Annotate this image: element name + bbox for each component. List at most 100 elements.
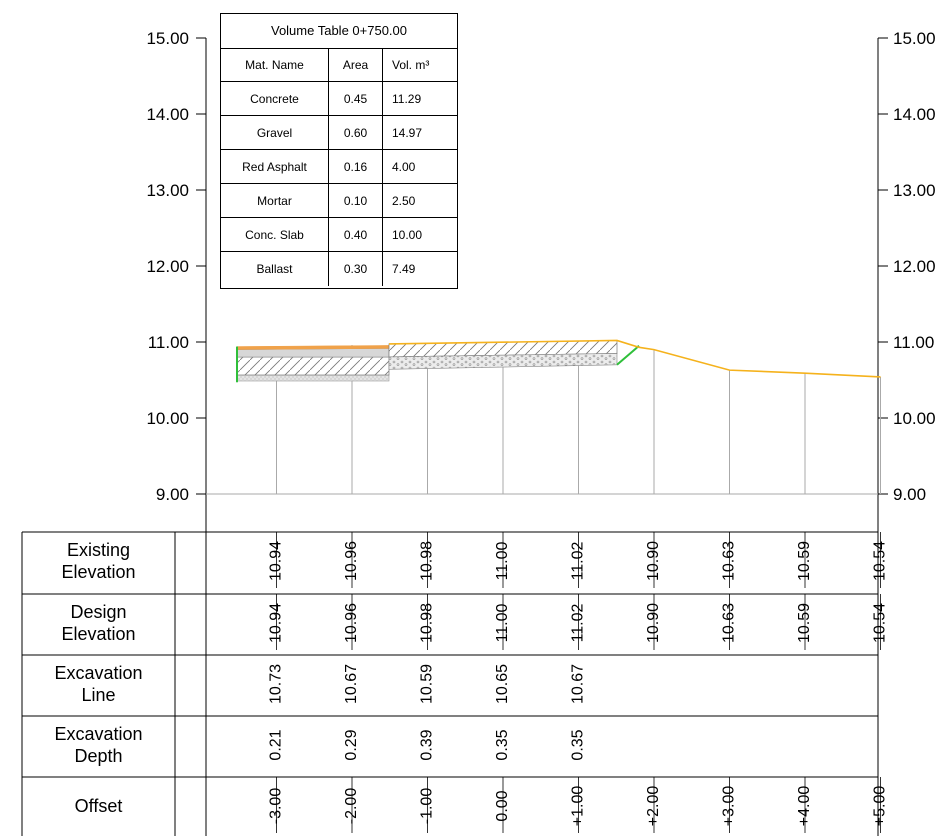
offset-value: +1.00 (570, 786, 587, 827)
concrete-base-layer (236, 356, 390, 376)
design-elevation-value: 10.59 (796, 603, 813, 643)
design-elevation-value: 10.96 (343, 603, 360, 643)
existing-elevation-value: 10.63 (721, 541, 738, 581)
material-area: 0.10 (329, 184, 383, 217)
material-area: 0.40 (329, 218, 383, 251)
band-label-line: Existing (66, 539, 131, 560)
right-elevation-label: 9.00 (893, 485, 926, 504)
material-volume: 11.29 (392, 92, 422, 106)
table-row: Mortar 0.10 2.50 (221, 184, 457, 218)
design-elevation-value: 11.00 (494, 603, 511, 642)
table-row: Red Asphalt 0.16 4.00 (221, 150, 457, 184)
right-elevation-label: 11.00 (893, 333, 934, 352)
design-elevation-value: 10.63 (721, 603, 738, 643)
mortar-layer (236, 348, 390, 358)
band-label-line: Depth (74, 745, 123, 766)
band-label-excavation-depth: Excavation Depth (22, 716, 175, 773)
volume-table: Volume Table 0+750.00 Mat. Name Area Vol… (220, 13, 458, 289)
band-label-line: Line (81, 684, 116, 705)
existing-elevation-value: 11.02 (570, 541, 587, 580)
left-elevation-label: 11.00 (148, 333, 189, 352)
ballast-layer (236, 374, 390, 382)
offset-value: -3.00 (268, 788, 285, 825)
left-elevation-label: 15.00 (146, 29, 189, 48)
material-volume: 2.50 (392, 194, 416, 208)
existing-elevation-value: 10.98 (419, 541, 436, 581)
table-row: Gravel 0.60 14.97 (221, 116, 457, 150)
design-elevation-value: 10.94 (268, 603, 285, 643)
left-elevation-label: 13.00 (146, 181, 189, 200)
material-name: Gravel (221, 116, 329, 149)
band-label-line: Elevation (61, 561, 136, 582)
volume-table-header-row: Mat. Name Area Vol. m³ (221, 48, 457, 82)
existing-ground-line (388, 339, 881, 378)
existing-elevation-value: 10.94 (268, 541, 285, 581)
offset-value: +2.00 (645, 786, 662, 827)
band-label-design-elevation: Design Elevation (22, 594, 175, 651)
design-elevation-value: 10.90 (645, 603, 662, 643)
material-volume: 4.00 (392, 160, 416, 174)
header-volume: Vol. m³ (392, 58, 430, 72)
band-label-line: Excavation (54, 723, 143, 744)
table-row: Conc. Slab 0.40 10.00 (221, 218, 457, 252)
material-name: Conc. Slab (221, 218, 329, 251)
material-name: Red Asphalt (221, 150, 329, 183)
band-label-existing-elevation: Existing Elevation (22, 532, 175, 589)
material-name: Mortar (221, 184, 329, 217)
existing-elevation-value: 10.90 (645, 541, 662, 581)
offset-value: -1.00 (419, 788, 436, 825)
band-label-line: Excavation (54, 662, 143, 683)
band-label-offset: Offset (22, 777, 175, 834)
band-label-line: Design (70, 601, 127, 622)
excavation-depth-value: 0.21 (268, 729, 285, 760)
excavation-line-value: 10.65 (494, 664, 511, 704)
volume-table-body: Mat. Name Area Vol. m³ Concrete 0.45 11.… (221, 48, 457, 286)
right-elevation-label: 10.00 (893, 409, 936, 428)
offset-value: -2.00 (343, 788, 360, 825)
material-area: 0.16 (329, 150, 383, 183)
excavation-line-value: 10.59 (419, 664, 436, 704)
material-volume: 7.49 (392, 262, 416, 276)
volume-table-title: Volume Table 0+750.00 (221, 14, 457, 49)
excavation-line-value: 10.73 (268, 664, 285, 704)
band-label-line: Elevation (61, 623, 136, 644)
left-elevation-label: 10.00 (146, 409, 189, 428)
existing-elevation-value: 10.96 (343, 541, 360, 581)
offset-value: 0.00 (494, 790, 511, 821)
material-area: 0.45 (329, 82, 383, 115)
excavation-depth-value: 0.35 (494, 729, 511, 760)
excavation-depth-value: 0.29 (343, 729, 360, 760)
material-area: 0.30 (329, 252, 383, 286)
material-name: Concrete (221, 82, 329, 115)
material-name: Ballast (221, 252, 329, 286)
offset-value: +5.00 (872, 786, 889, 827)
excavation-depth-value: 0.35 (570, 729, 587, 760)
left-elevation-label: 14.00 (146, 105, 189, 124)
material-volume: 14.97 (392, 126, 423, 140)
right-elevation-label: 14.00 (893, 105, 936, 124)
header-mat-name: Mat. Name (221, 48, 329, 81)
design-elevation-value: 11.02 (570, 603, 587, 642)
table-row: Concrete 0.45 11.29 (221, 82, 457, 116)
table-row: Ballast 0.30 7.49 (221, 252, 457, 286)
left-elevation-label: 9.00 (156, 485, 189, 504)
existing-elevation-value: 10.54 (872, 541, 889, 581)
design-elevation-value: 10.54 (872, 603, 889, 643)
right-elevation-label: 13.00 (893, 181, 936, 200)
existing-elevation-value: 11.00 (494, 541, 511, 580)
left-elevation-label: 12.00 (146, 257, 189, 276)
material-area: 0.60 (329, 116, 383, 149)
existing-elevation-value: 10.59 (796, 541, 813, 581)
band-label-excavation-line: Excavation Line (22, 655, 175, 712)
right-elevation-label: 12.00 (893, 257, 936, 276)
material-volume: 10.00 (392, 228, 423, 242)
offset-value: +4.00 (796, 786, 813, 827)
right-side-slope (616, 345, 640, 366)
excavation-line-value: 10.67 (343, 664, 360, 704)
header-area: Area (329, 48, 383, 81)
excavation-depth-value: 0.39 (419, 729, 436, 760)
right-elevation-label: 15.00 (893, 29, 936, 48)
excavation-line-value: 10.67 (570, 664, 587, 704)
offset-value: +3.00 (721, 786, 738, 827)
